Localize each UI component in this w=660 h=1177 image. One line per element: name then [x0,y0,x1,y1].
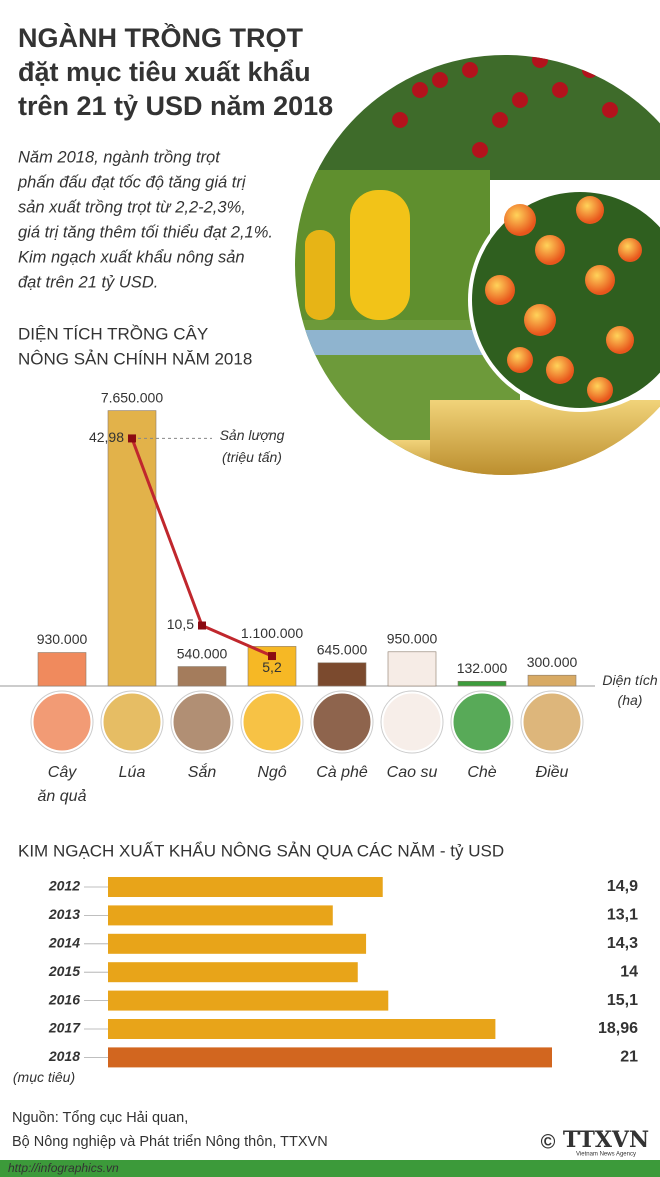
value-label: 18,96 [598,1020,638,1037]
series-point [198,621,206,630]
value-label: 7.650.000 [101,389,163,405]
value-label: 14,9 [607,878,638,895]
bar [387,651,437,687]
category-label: 2012 [48,878,80,894]
category-label: 2013 [48,906,80,922]
intro-line: giá trị tăng thêm tối thiểu đạt 2,1%. [18,223,273,241]
category-icon [380,690,444,754]
source-line: Bộ Nông nghiệp và Phát triển Nông thôn, … [12,1134,328,1150]
category-label: 2015 [48,963,80,979]
category-label: Cà phê [316,764,368,781]
chart-title: NÔNG SẢN CHÍNH NĂM 2018 [18,349,252,368]
source-line: Nguồn: Tổng cục Hải quan, [12,1110,188,1126]
logo-text: TTXVN [563,1127,649,1153]
category-label: Cao su [387,764,438,781]
bar [108,877,383,897]
line-value-label: 5,2 [262,659,282,675]
category-icon [310,690,374,754]
value-label: 950.000 [387,631,438,647]
category-icon [520,690,584,754]
intro-line: phấn đấu đạt tốc độ tăng giá trị [17,173,247,191]
category-label: 2017 [48,1020,81,1036]
category-icon [170,690,234,754]
chart-title: KIM NGẠCH XUẤT KHẨU NÔNG SẢN QUA CÁC NĂM… [18,841,504,860]
category-label: Ngô [257,764,286,781]
value-label: 1.100.000 [241,625,303,641]
title-line: NGÀNH TRỒNG TRỌT [18,22,303,53]
category-icon [450,690,514,754]
bar [107,410,157,687]
value-label: 14 [620,963,638,980]
value-label: 300.000 [527,654,578,670]
category-icon-ring [100,690,164,754]
bar [37,652,87,687]
intro-line: sản xuất trồng trọt từ 2,2-2,3%, [18,198,246,216]
series-point [128,434,136,443]
category-icon-ring [380,690,444,754]
bar [108,962,358,983]
category-icon [30,690,94,754]
intro-line: Năm 2018, ngành trồng trọt [18,148,221,166]
value-label: 540.000 [177,645,228,661]
footer-bar [0,1160,660,1177]
category-icon-ring [30,690,94,754]
value-label: 132.000 [457,660,508,676]
bar [108,1047,552,1068]
bar [108,933,367,954]
logo-subtitle: Vietnam News Agency [576,1152,636,1158]
category-label: Sắn [188,762,217,781]
bar [108,990,389,1011]
logo-symbol: © [541,1131,556,1153]
annotation: (mục tiêu) [13,1069,75,1085]
series-point [268,652,276,661]
intro-line: đạt trên 21 tỷ USD. [18,273,158,291]
bar [527,674,577,687]
legend-label: Sản lượng (triệu tấn) [220,427,285,465]
axis-label: Diện tích (ha) [602,672,657,708]
value-label: 21 [620,1049,638,1066]
category-icon-ring [310,690,374,754]
bar [457,680,507,687]
value-label: 14,3 [607,935,638,952]
category-icon-ring [520,690,584,754]
category-label: 2014 [48,935,80,951]
bar [177,666,227,687]
category-label: Chè [467,764,496,781]
title-line: đặt mục tiêu xuất khẩu [18,57,311,87]
photo-collage [295,55,660,475]
category-icon [240,690,304,754]
website: http://infographics.vn [8,1161,119,1175]
value-label: 13,1 [607,907,638,924]
value-label: 645.000 [317,641,368,657]
category-label: Cây ăn quả [38,764,87,805]
line-value-label: 42,98 [89,429,124,445]
value-label: 15,1 [607,992,638,1009]
category-icon-ring [170,690,234,754]
bar [317,662,367,687]
chart-title: DIỆN TÍCH TRỒNG CÂY [18,324,208,343]
category-label: 2016 [48,991,80,1007]
line-value-label: 10,5 [167,616,194,632]
category-icon-ring [240,690,304,754]
bar [108,1019,496,1039]
bar [108,905,333,926]
intro-line: Kim ngạch xuất khẩu nông sản [18,248,245,266]
category-label: Điều [536,764,569,781]
category-label: 2018 [48,1048,80,1064]
category-label: Lúa [119,764,146,781]
category-icon [100,690,164,754]
title-line: trên 21 tỷ USD năm 2018 [18,91,333,121]
category-icon-ring [450,690,514,754]
value-label: 930.000 [37,631,88,647]
